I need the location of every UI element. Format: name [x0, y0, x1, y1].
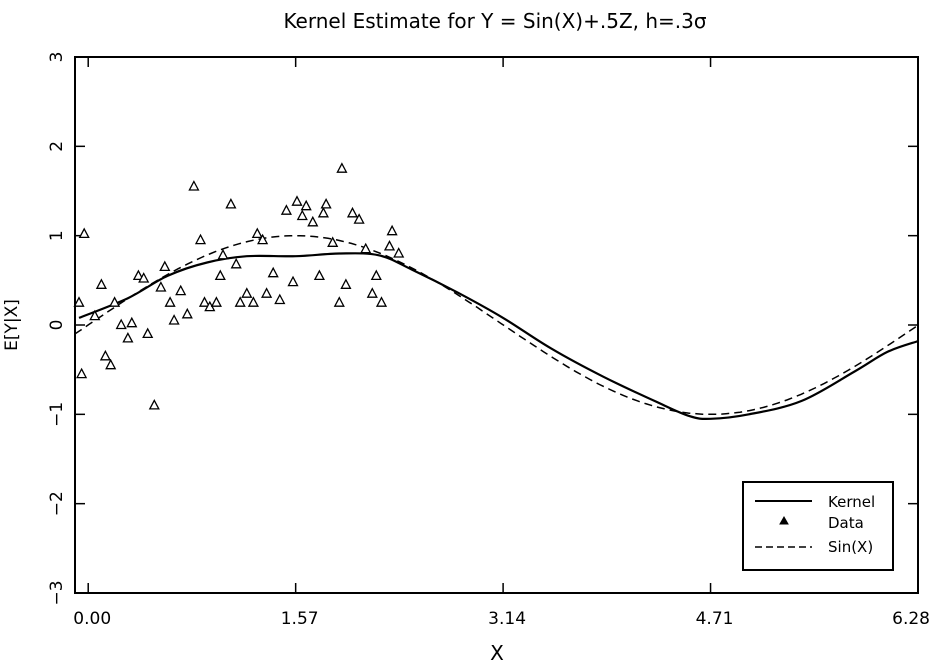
data-point: [214, 269, 226, 281]
legend-data-marker: [779, 515, 789, 525]
data-point: [159, 260, 171, 272]
data-point: [198, 296, 211, 307]
data-point: [89, 309, 101, 321]
data-point: [340, 278, 352, 289]
data-point: [333, 296, 345, 307]
y-tick-label: 0: [47, 320, 67, 331]
data-point: [300, 199, 312, 211]
data-point: [280, 204, 292, 215]
x-axis-label: X: [490, 641, 504, 665]
data-point: [142, 327, 154, 339]
y-tick-label: 1: [47, 230, 67, 241]
y-tick-label: 3: [47, 52, 67, 63]
legend-data-label: Data: [828, 514, 864, 532]
data-point: [148, 399, 160, 410]
data-point: [247, 296, 259, 307]
data-point: [261, 287, 273, 298]
data-point: [138, 272, 150, 283]
data-point: [95, 278, 107, 289]
x-tick-label: 4.71: [696, 609, 734, 629]
y-tick-label: 2: [47, 141, 67, 152]
data-point: [230, 257, 242, 269]
data-point: [291, 195, 303, 206]
data-point: [181, 307, 193, 319]
data-point: [317, 206, 329, 218]
data-point: [241, 287, 253, 298]
data-point: [132, 269, 144, 281]
data-point: [210, 296, 222, 307]
data-point: [353, 213, 365, 224]
data-point: [360, 242, 372, 254]
x-tick-label: 0.00: [73, 609, 111, 629]
data-point: [73, 296, 85, 307]
data-point: [320, 198, 332, 209]
data-point: [217, 248, 229, 260]
data-point: [155, 281, 167, 292]
data-point: [234, 296, 246, 307]
x-tick-label: 1.57: [281, 609, 319, 629]
chart-title: Kernel Estimate for Y = Sin(X)+.5Z, h=.3…: [283, 9, 706, 33]
data-point: [109, 296, 121, 307]
data-point: [366, 287, 378, 298]
data-point: [251, 227, 263, 239]
y-axis-label: E[Y|X]: [2, 299, 22, 351]
data-point: [122, 332, 134, 343]
data-point: [164, 296, 176, 307]
sin-series: [74, 234, 919, 416]
data-point: [313, 269, 325, 281]
data-point: [126, 316, 138, 328]
data-point: [99, 349, 111, 361]
data-point: [346, 206, 359, 218]
y-tick-label: −1: [47, 402, 67, 427]
data-point: [287, 275, 299, 287]
data-point: [267, 266, 279, 278]
data-point: [375, 296, 388, 307]
data-series: [73, 162, 405, 410]
data-point: [175, 284, 187, 296]
data-point: [168, 314, 180, 325]
sin-curve: [74, 234, 919, 416]
y-tick-label: −2: [47, 491, 67, 516]
data-point: [115, 318, 127, 330]
data-point: [225, 198, 237, 209]
plot-frame: [74, 56, 919, 594]
data-point: [307, 215, 319, 227]
data-point: [105, 358, 117, 370]
data-point: [274, 293, 286, 305]
data-point: [296, 209, 308, 221]
data-point: [393, 247, 405, 258]
kernel-curve: [78, 252, 919, 420]
data-point: [188, 180, 200, 191]
kernel-series: [78, 252, 919, 420]
data-point: [327, 236, 339, 247]
data-point: [383, 240, 396, 251]
x-tick-label: 3.14: [488, 609, 526, 629]
x-tick-labels: 0.00 1.57 3.14 4.71 6.28: [73, 609, 930, 629]
data-point: [370, 269, 382, 281]
y-tick-label: −3: [47, 580, 67, 605]
data-point: [78, 227, 90, 239]
legend-box: [742, 481, 894, 571]
data-point: [194, 233, 207, 245]
data-point: [386, 224, 398, 236]
data-point: [336, 162, 348, 173]
y-tick-labels: −3 −2 −1 0 1 2 3: [47, 52, 67, 606]
legend-kernel-label: Kernel: [828, 493, 875, 511]
legend-sin-label: Sin(X): [828, 538, 873, 556]
legend: Kernel Data Sin(X): [742, 481, 894, 571]
data-point: [76, 367, 88, 379]
data-point: [257, 233, 269, 245]
x-tick-label: 6.28: [892, 609, 930, 629]
